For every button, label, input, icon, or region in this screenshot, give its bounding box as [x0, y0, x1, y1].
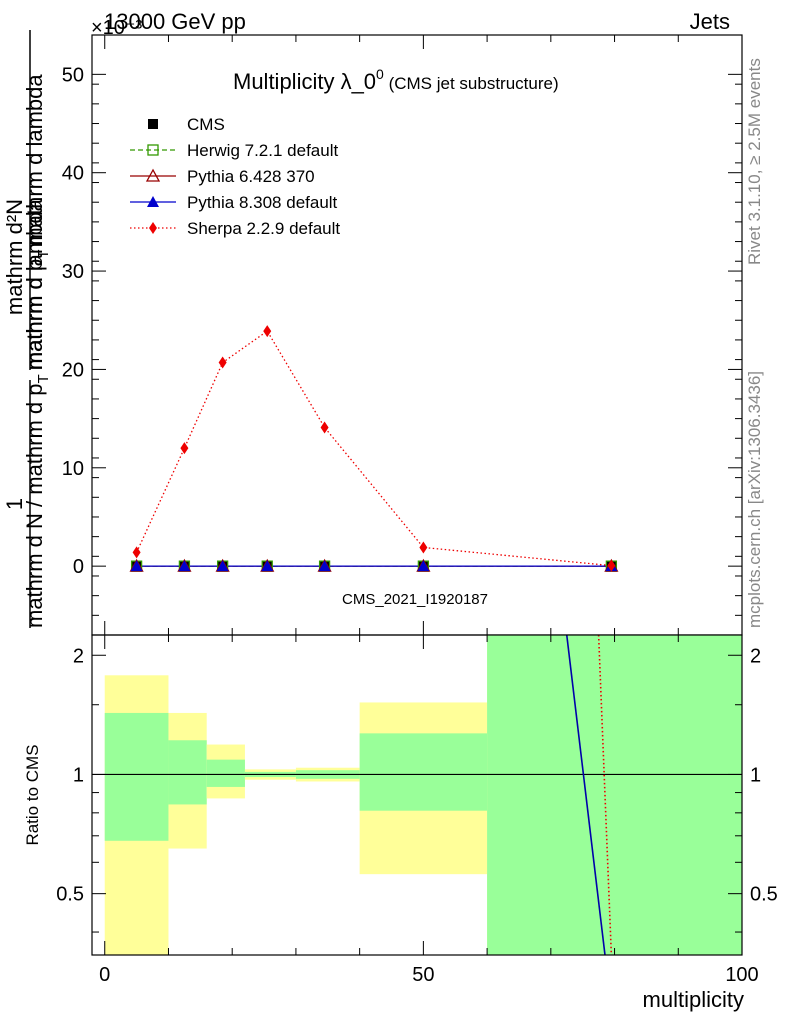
header-process-label: Jets — [690, 9, 730, 34]
series-4-point-3 — [263, 325, 272, 338]
series-3-point-0 — [130, 560, 143, 572]
ylabel-frac-denominator: mathrm d N / mathrm d pTmathrm d lambda — [22, 198, 52, 628]
legend-label-2: Pythia 6.428 370 — [187, 167, 315, 186]
y-exponent-label: ×10⁻³ — [91, 17, 142, 39]
legend-label-0: CMS — [187, 115, 225, 134]
ratio-band-green-2 — [206, 759, 245, 787]
ylabel-frac-numerator: 1 — [2, 498, 27, 510]
main-ytick-label-5: 50 — [62, 64, 84, 86]
series-3-point-4 — [318, 560, 331, 572]
ratio-band-green-0 — [104, 712, 169, 841]
main-series-markers — [129, 325, 619, 572]
legend-marker-1 — [147, 144, 159, 156]
main-ytick-label-0: 0 — [73, 556, 84, 578]
ratio-band-green-1 — [168, 740, 207, 805]
ylabel-deriv-den-text: mathrm d p — [22, 259, 47, 370]
ratio-xtick-label-0: 0 — [99, 964, 110, 986]
main-y-axis-label: 1 mathrm d N / mathrm d pTmathrm d lambd… — [2, 30, 52, 628]
ylabel-deriv-denominator: mathrm d pTmathrm d lambda — [22, 74, 52, 370]
series-3-point-5 — [417, 560, 430, 572]
main-ytick-label-3: 30 — [62, 261, 84, 283]
ratio-frame — [91, 634, 743, 956]
series-line-4 — [136, 330, 612, 567]
ratio-band-green-6 — [487, 635, 742, 955]
ylabel-den-sub: T — [35, 374, 52, 383]
ratio-ytick-label-right-1: 1 — [750, 764, 761, 786]
mcplots-reference-label: mcplots.cern.ch [arXiv:1306.3436] — [745, 371, 764, 628]
chart-title-subtitle: (CMS jet substructure) — [384, 74, 559, 93]
watermark-analysis-id: CMS_2021_I1920187 — [342, 591, 488, 608]
main-plot-axes: 0 10 20 30 40 50 — [62, 34, 743, 636]
legend-marker-0 — [148, 119, 158, 129]
header-energy-label: 13000 GeV pp — [104, 9, 246, 34]
legend-label-1: Herwig 7.2.1 default — [187, 141, 338, 160]
ratio-plot-axes: 0.5 0.5 1 1 2 2 0 50 100 — [56, 634, 778, 986]
series-3-point-2 — [216, 560, 229, 572]
legend: CMS Herwig 7.2.1 default Pythia 6.428 370 P… — [130, 115, 340, 238]
main-ytick-label-1: 10 — [62, 458, 84, 480]
series-4-point-2 — [218, 356, 227, 369]
ratio-ytick-label-right-2: 2 — [750, 645, 761, 667]
ratio-series-lines — [565, 634, 613, 956]
ratio-band-green-5 — [359, 733, 488, 811]
legend-label-4: Sherpa 2.2.9 default — [187, 219, 340, 238]
legend-label-3: Pythia 8.308 default — [187, 193, 338, 212]
ylabel-deriv-den-rest: mathrm d lambda — [22, 74, 47, 246]
ratio-xtick-label-1: 50 — [412, 964, 434, 986]
chart-title-superscript: 0 — [376, 66, 384, 82]
x-axis-label: multiplicity — [643, 987, 744, 1012]
series-3-point-1 — [178, 560, 191, 572]
ratio-line-1 — [597, 634, 613, 956]
ratio-xtick-label-2: 100 — [725, 964, 758, 986]
series-4-point-6 — [607, 559, 616, 572]
series-4-point-1 — [180, 442, 189, 455]
main-ytick-label-2: 20 — [62, 359, 84, 381]
ratio-line-0 — [565, 634, 606, 956]
main-ytick-label-4: 40 — [62, 163, 84, 185]
chart-title: Multiplicity λ_00 (CMS jet substructure) — [233, 66, 559, 94]
ylabel-deriv-den-sub: T — [35, 250, 52, 259]
series-4-point-0 — [132, 546, 141, 559]
main-series-lines — [136, 330, 612, 567]
ratio-uncertainty-bands — [92, 635, 742, 955]
ylabel-den-rest: mathrm d lambda — [22, 198, 47, 370]
series-3-point-3 — [261, 560, 274, 572]
chart-title-main: Multiplicity λ_0 — [233, 69, 376, 94]
series-4-point-5 — [419, 541, 428, 554]
ratio-ytick-label-right-0: 0.5 — [750, 884, 778, 906]
ratio-ytick-label-left-2: 2 — [73, 645, 84, 667]
series-4-point-4 — [320, 421, 329, 434]
ylabel-deriv-numerator: mathrm d²N — [2, 199, 27, 315]
ylabel-den-text: mathrm d N / mathrm d p — [22, 383, 47, 628]
legend-marker-2 — [145, 168, 161, 182]
legend-marker-3 — [147, 196, 159, 207]
legend-marker-4 — [149, 222, 157, 234]
ratio-y-axis-label: Ratio to CMS — [23, 744, 42, 845]
ratio-ytick-label-left-0: 0.5 — [56, 884, 84, 906]
rivet-version-label: Rivet 3.1.10, ≥ 2.5M events — [745, 58, 764, 265]
ratio-ytick-label-left-1: 1 — [73, 764, 84, 786]
